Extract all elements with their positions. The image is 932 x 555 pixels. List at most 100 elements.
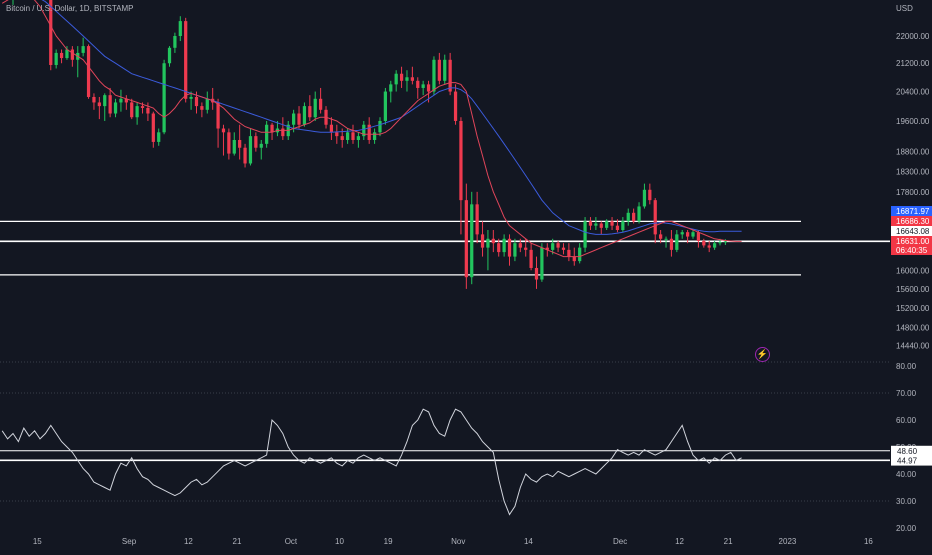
candle-body[interactable]	[572, 256, 576, 262]
candle-body[interactable]	[416, 80, 420, 88]
candle-body[interactable]	[108, 95, 112, 114]
candle-body[interactable]	[491, 238, 495, 244]
candle-body[interactable]	[583, 221, 587, 248]
candle-body[interactable]	[653, 200, 657, 235]
candle-body[interactable]	[480, 234, 485, 248]
candle-body[interactable]	[605, 221, 609, 228]
candle-body[interactable]	[157, 132, 161, 142]
candle-body[interactable]	[383, 91, 388, 121]
candle-body[interactable]	[712, 243, 717, 248]
candle-body[interactable]	[313, 98, 317, 118]
candle-body[interactable]	[556, 243, 560, 248]
candle-body[interactable]	[232, 139, 236, 154]
candle-body[interactable]	[345, 132, 350, 140]
candle-body[interactable]	[453, 91, 458, 121]
candle-body[interactable]	[130, 102, 134, 118]
candle-body[interactable]	[669, 238, 674, 250]
candle-body[interactable]	[405, 77, 409, 81]
candle-body[interactable]	[621, 221, 625, 231]
candle-body[interactable]	[362, 124, 366, 137]
candle-body[interactable]	[524, 247, 528, 250]
candle-body[interactable]	[329, 124, 334, 133]
candle-body[interactable]	[351, 132, 355, 140]
candle-body[interactable]	[97, 102, 101, 107]
candle-body[interactable]	[65, 49, 69, 59]
candle-body[interactable]	[227, 132, 231, 154]
candle-body[interactable]	[356, 136, 361, 140]
candle-body[interactable]	[119, 98, 123, 103]
candle-body[interactable]	[578, 247, 582, 262]
candle-body[interactable]	[184, 21, 188, 99]
candle-body[interactable]	[124, 98, 128, 103]
candle-body[interactable]	[470, 204, 474, 278]
candle-body[interactable]	[135, 106, 139, 118]
candle-body[interactable]	[146, 107, 150, 114]
candle-body[interactable]	[86, 46, 91, 97]
candle-body[interactable]	[426, 84, 431, 92]
candle-body[interactable]	[200, 106, 204, 110]
candle-body[interactable]	[248, 136, 253, 164]
candle-body[interactable]	[319, 98, 323, 110]
candle-body[interactable]	[443, 59, 447, 81]
candle-body[interactable]	[696, 232, 701, 241]
flash-icon[interactable]: ⚡	[755, 347, 770, 362]
candle-body[interactable]	[642, 189, 647, 207]
candle-body[interactable]	[389, 84, 393, 92]
candle-body[interactable]	[59, 52, 64, 59]
candle-body[interactable]	[238, 139, 242, 148]
candle-body[interactable]	[659, 234, 663, 239]
candle-body[interactable]	[648, 189, 652, 201]
candle-body[interactable]	[297, 113, 301, 125]
candle-body[interactable]	[497, 243, 501, 253]
candle-body[interactable]	[545, 247, 549, 250]
candle-body[interactable]	[265, 124, 269, 144]
candle-body[interactable]	[540, 247, 544, 280]
candle-body[interactable]	[372, 132, 377, 140]
candle-body[interactable]	[685, 232, 690, 237]
candle-body[interactable]	[632, 212, 636, 222]
candle-body[interactable]	[173, 36, 177, 48]
candle-body[interactable]	[270, 124, 274, 133]
candle-body[interactable]	[561, 247, 566, 250]
candle-body[interactable]	[205, 98, 209, 110]
candle-body[interactable]	[432, 59, 436, 92]
candle-body[interactable]	[378, 120, 382, 133]
candle-body[interactable]	[459, 120, 463, 201]
candle-body[interactable]	[513, 243, 517, 257]
candle-body[interactable]	[162, 63, 166, 133]
candle-body[interactable]	[707, 245, 711, 248]
candle-body[interactable]	[626, 212, 630, 222]
candle-body[interactable]	[340, 136, 344, 140]
candle-body[interactable]	[723, 241, 728, 243]
candle-body[interactable]	[680, 232, 684, 235]
candle-body[interactable]	[599, 223, 603, 228]
candle-body[interactable]	[281, 128, 285, 137]
candle-body[interactable]	[448, 59, 452, 92]
candle-body[interactable]	[151, 113, 155, 142]
candle-body[interactable]	[292, 113, 296, 125]
candle-body[interactable]	[216, 102, 220, 129]
candle-body[interactable]	[259, 143, 263, 148]
candle-body[interactable]	[113, 102, 118, 114]
candle-body[interactable]	[518, 243, 522, 248]
candle-body[interactable]	[367, 124, 371, 140]
candle-body[interactable]	[534, 267, 539, 280]
candle-body[interactable]	[718, 242, 722, 244]
candle-body[interactable]	[551, 243, 555, 250]
candle-body[interactable]	[194, 96, 199, 107]
candle-body[interactable]	[254, 136, 258, 148]
candle-body[interactable]	[437, 59, 441, 81]
candle-body[interactable]	[486, 238, 490, 248]
candle-body[interactable]	[308, 106, 312, 118]
candle-body[interactable]	[464, 200, 468, 278]
candle-body[interactable]	[189, 96, 193, 99]
candle-body[interactable]	[637, 206, 641, 222]
candle-body[interactable]	[103, 95, 107, 107]
candle-body[interactable]	[594, 223, 598, 226]
candle-body[interactable]	[615, 225, 620, 231]
candle-body[interactable]	[178, 21, 182, 36]
candle-body[interactable]	[502, 238, 506, 253]
candle-body[interactable]	[302, 106, 307, 125]
